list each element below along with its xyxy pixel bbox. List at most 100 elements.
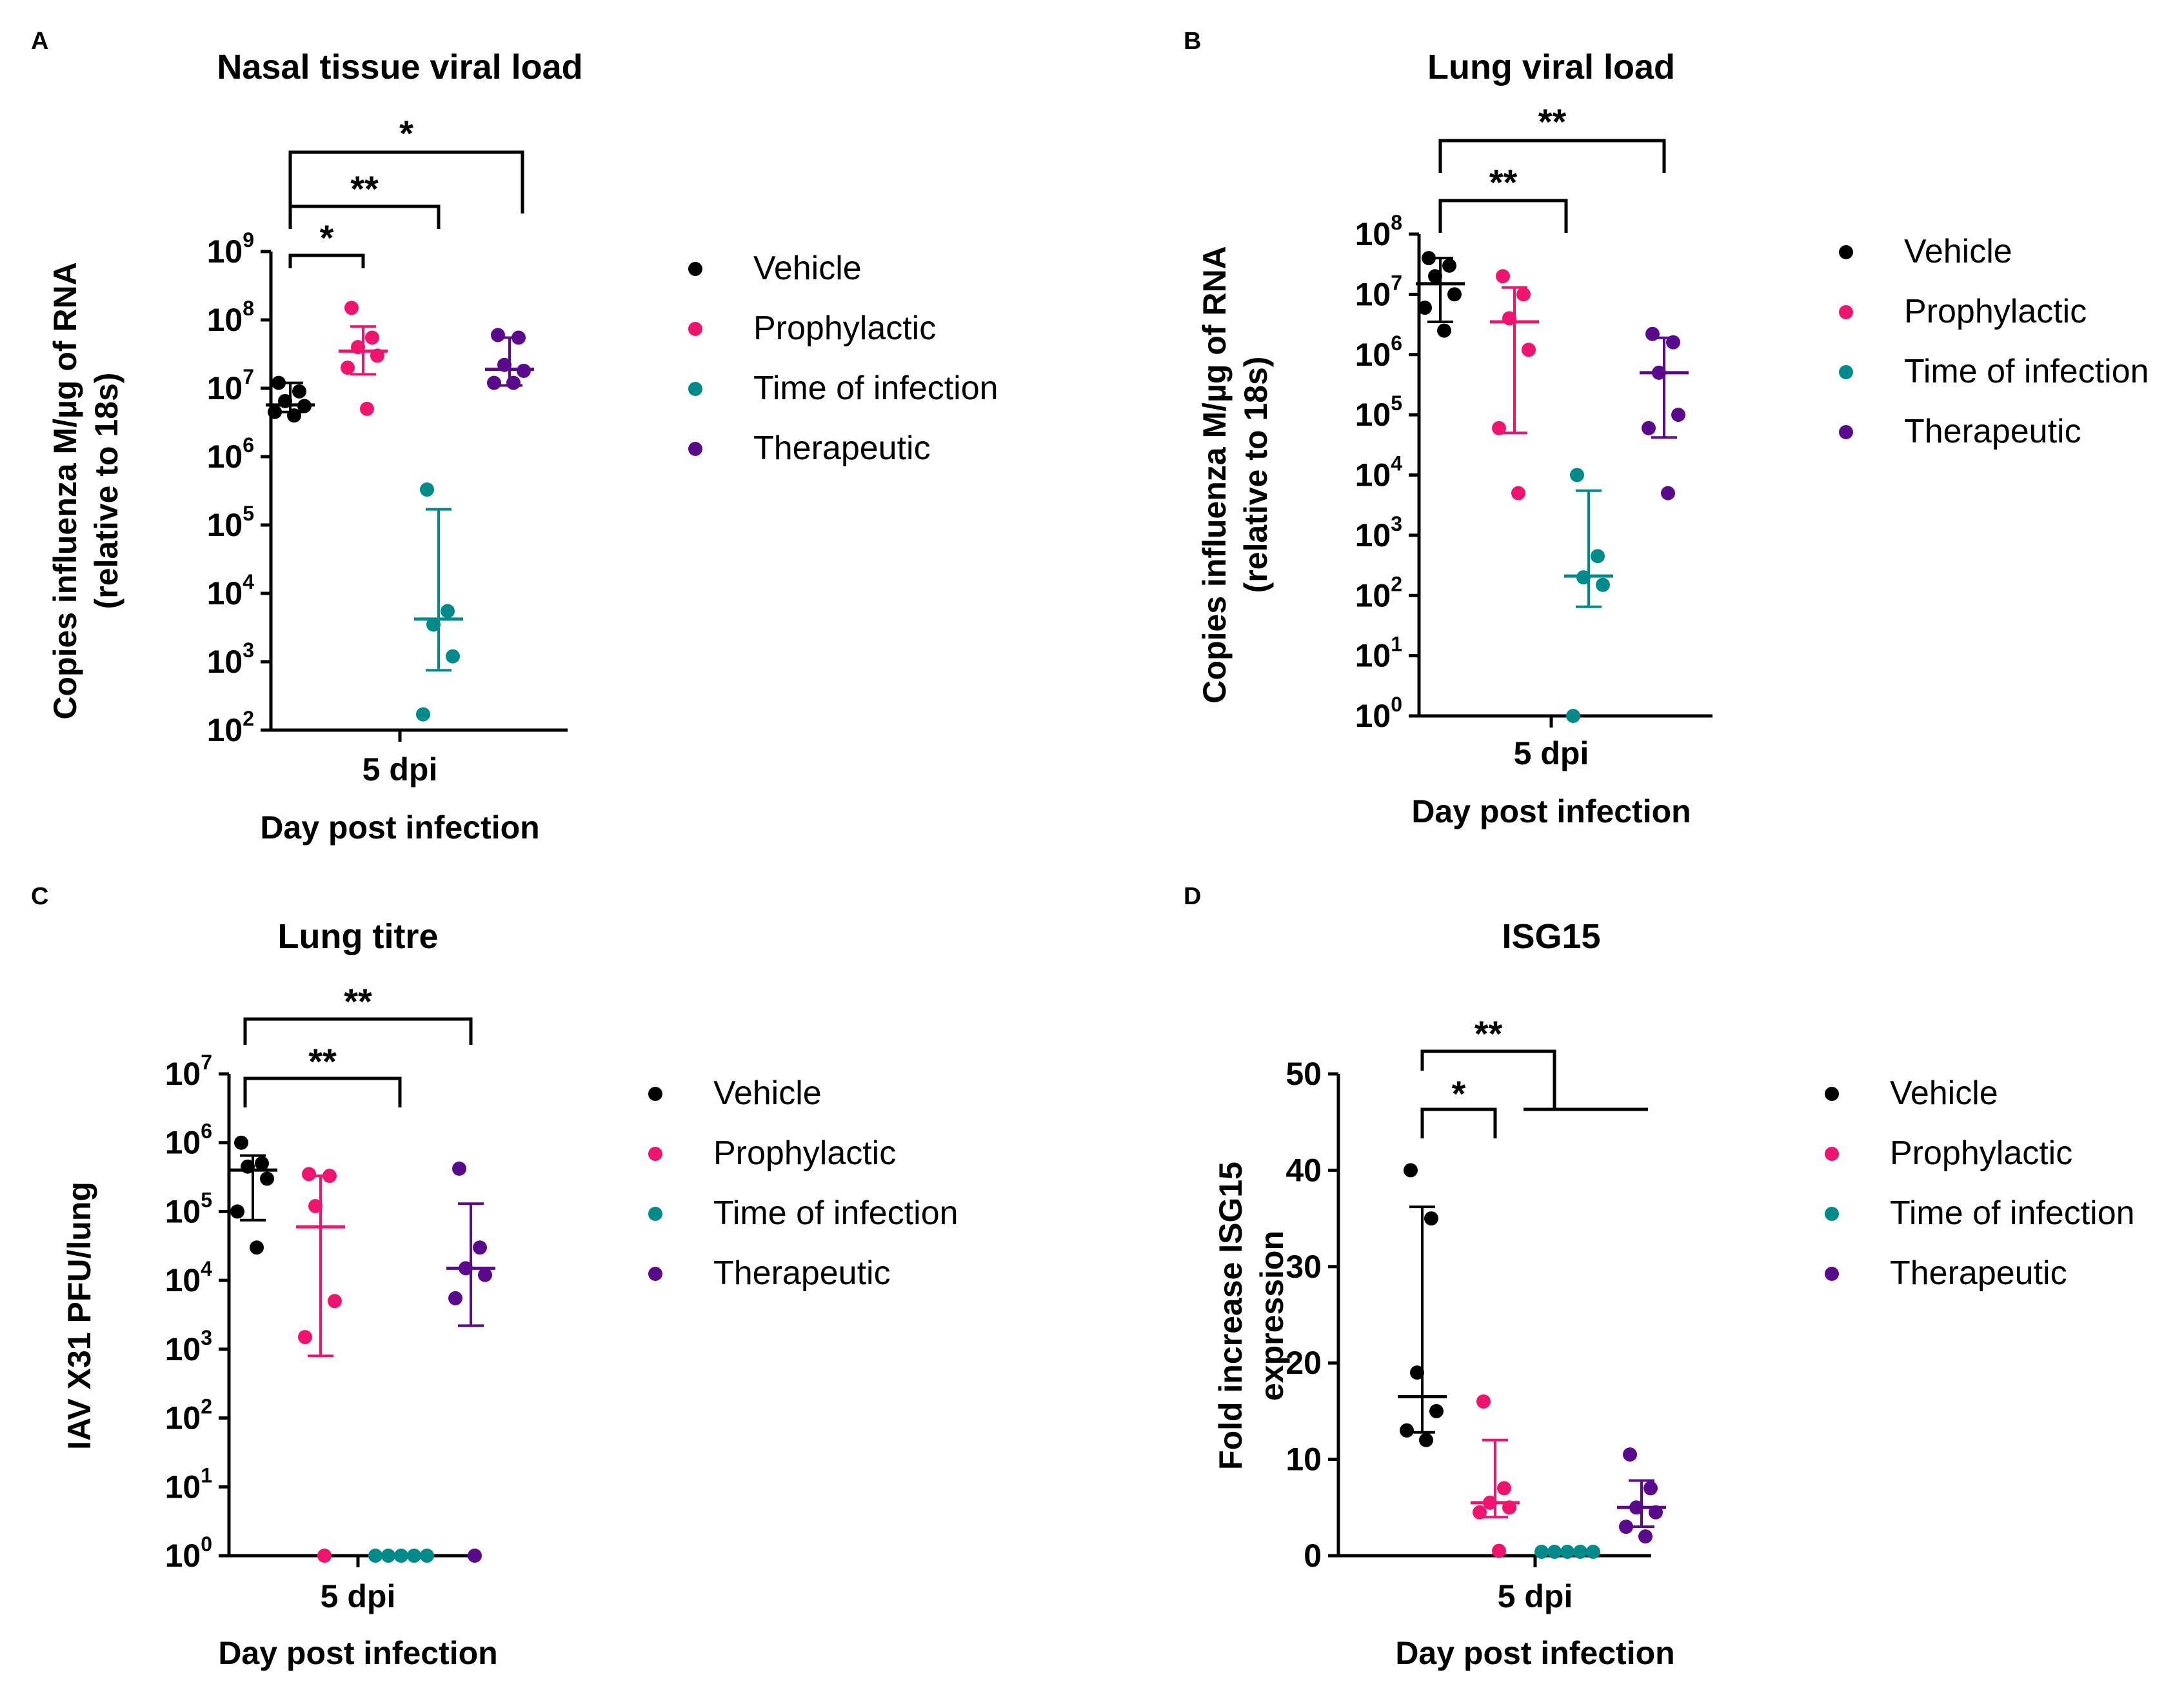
y-tick-label: 105 bbox=[1355, 392, 1402, 433]
legend-marker bbox=[1839, 425, 1853, 439]
data-point bbox=[446, 649, 460, 664]
bracket-line bbox=[1438, 139, 1666, 173]
y-tick-label: 104 bbox=[165, 1257, 213, 1298]
panel-d: D ISG15 0 10 20 30 40 50 5 dpi Day post infection… bbox=[1184, 883, 2135, 1671]
x-tick-label: 5 dpi bbox=[1514, 735, 1589, 771]
data-point bbox=[1400, 1423, 1414, 1438]
data-point bbox=[250, 1240, 264, 1255]
y-tick-label: 100 bbox=[1355, 693, 1402, 734]
y-tick-label: 0 bbox=[1304, 1538, 1322, 1574]
x-tick-label: 5 dpi bbox=[362, 751, 438, 788]
y-tick-label: 50 bbox=[1286, 1056, 1322, 1092]
data-point bbox=[1424, 1211, 1438, 1226]
y-axis-label: IAV X31 PFU/lung bbox=[61, 1182, 97, 1450]
legend-marker bbox=[688, 382, 702, 396]
legend-label: Vehicle bbox=[1904, 233, 2012, 270]
bracket-line bbox=[288, 150, 524, 213]
data-point bbox=[1645, 326, 1660, 341]
y-tick-label: 105 bbox=[207, 502, 254, 543]
data-point bbox=[441, 604, 455, 619]
legend-label: Therapeutic bbox=[1890, 1254, 2067, 1292]
y-tick-label: 106 bbox=[207, 433, 254, 475]
significance-bracket: ** bbox=[243, 981, 473, 1045]
data-point bbox=[1623, 1447, 1637, 1462]
legend-marker bbox=[1839, 305, 1853, 319]
legend-marker bbox=[1825, 1267, 1839, 1281]
data-point bbox=[1442, 258, 1456, 273]
significance-bracket: ** bbox=[1420, 1013, 1648, 1111]
data-point bbox=[272, 375, 286, 390]
legend-label: Therapeutic bbox=[1904, 413, 2081, 450]
y-tick-label: 109 bbox=[207, 228, 254, 270]
bracket-line bbox=[1420, 1107, 1497, 1138]
legend-label: Prophylactic bbox=[1904, 293, 2087, 330]
chart-title: ISG15 bbox=[1502, 917, 1600, 956]
legend-marker bbox=[648, 1207, 662, 1221]
data-point bbox=[1422, 251, 1436, 266]
legend-marker bbox=[1825, 1147, 1839, 1161]
series-therapeutic bbox=[446, 1161, 495, 1563]
x-tick-label: 5 dpi bbox=[1498, 1578, 1573, 1614]
data-point bbox=[328, 1294, 342, 1309]
bracket-line bbox=[288, 204, 441, 229]
legend: Vehicle Prophylactic Time of infection Ther… bbox=[648, 1075, 958, 1292]
y-tick-label: 106 bbox=[165, 1120, 212, 1161]
data-point bbox=[506, 375, 521, 390]
x-axis-label: Day post infection bbox=[1411, 793, 1691, 829]
y-tick-label: 104 bbox=[207, 570, 255, 611]
chart-title: Lung viral load bbox=[1427, 48, 1675, 86]
data-point bbox=[323, 1169, 337, 1184]
data-point bbox=[1492, 1543, 1506, 1558]
legend-label: Therapeutic bbox=[753, 430, 931, 467]
data-point bbox=[1516, 287, 1531, 302]
data-point bbox=[344, 301, 359, 315]
data-point bbox=[1497, 1481, 1511, 1496]
data-point bbox=[308, 1198, 323, 1213]
significance-label: ** bbox=[1489, 162, 1518, 203]
data-point bbox=[234, 1135, 248, 1150]
data-point bbox=[1661, 486, 1675, 501]
panel-c: C Lung titre 100 101 102 103 104 105 106 107 5 dpi… bbox=[31, 883, 958, 1671]
series-therapeutic bbox=[1617, 1447, 1666, 1544]
legend-marker bbox=[648, 1267, 662, 1281]
data-point bbox=[487, 375, 501, 390]
data-point bbox=[317, 1549, 332, 1563]
panel-letter: B bbox=[1184, 28, 1201, 55]
data-point bbox=[1586, 1545, 1600, 1560]
legend-label: Time of infection bbox=[753, 370, 998, 407]
data-point bbox=[511, 330, 526, 345]
significance-bracket: ** bbox=[1438, 162, 1568, 233]
y-tick-label: 100 bbox=[165, 1532, 212, 1574]
legend-marker bbox=[688, 322, 702, 336]
legend: Vehicle Prophylactic Time of infection Ther… bbox=[1839, 233, 2149, 450]
data-point bbox=[1534, 1545, 1549, 1560]
y-axis-label: Copies influenza M/µg of RNA bbox=[1196, 246, 1233, 703]
data-point bbox=[1570, 468, 1584, 482]
panel-b: B Lung viral load 100 101 102 103 104 105 106 107… bbox=[1184, 28, 2149, 829]
data-point bbox=[260, 1171, 274, 1186]
data-point bbox=[1671, 408, 1685, 422]
data-point bbox=[1404, 1163, 1418, 1178]
data-point bbox=[1638, 1529, 1653, 1544]
bracket-line bbox=[1420, 1049, 1556, 1071]
significance-label: * bbox=[399, 113, 413, 154]
series-prophylactic bbox=[1471, 1394, 1520, 1558]
data-point bbox=[365, 330, 379, 345]
data-point bbox=[230, 1204, 244, 1219]
y-axis-label: (relative to 18s) bbox=[1238, 357, 1274, 593]
legend-marker bbox=[1839, 365, 1853, 379]
x-axis-label: Day post infection bbox=[218, 1635, 497, 1671]
data-point bbox=[1596, 577, 1610, 592]
data-point bbox=[1666, 335, 1680, 350]
data-point bbox=[368, 1549, 382, 1563]
series-therapeutic bbox=[485, 328, 534, 390]
y-tick-label: 101 bbox=[1355, 633, 1402, 674]
y-tick-label: 105 bbox=[165, 1188, 212, 1229]
legend-label: Prophylactic bbox=[1890, 1135, 2072, 1172]
series-vehicle bbox=[228, 1135, 277, 1255]
legend-marker bbox=[1825, 1207, 1839, 1221]
data-point bbox=[1566, 709, 1580, 723]
data-point bbox=[1522, 342, 1536, 357]
data-point bbox=[452, 1161, 466, 1176]
significance-label: ** bbox=[350, 168, 379, 209]
